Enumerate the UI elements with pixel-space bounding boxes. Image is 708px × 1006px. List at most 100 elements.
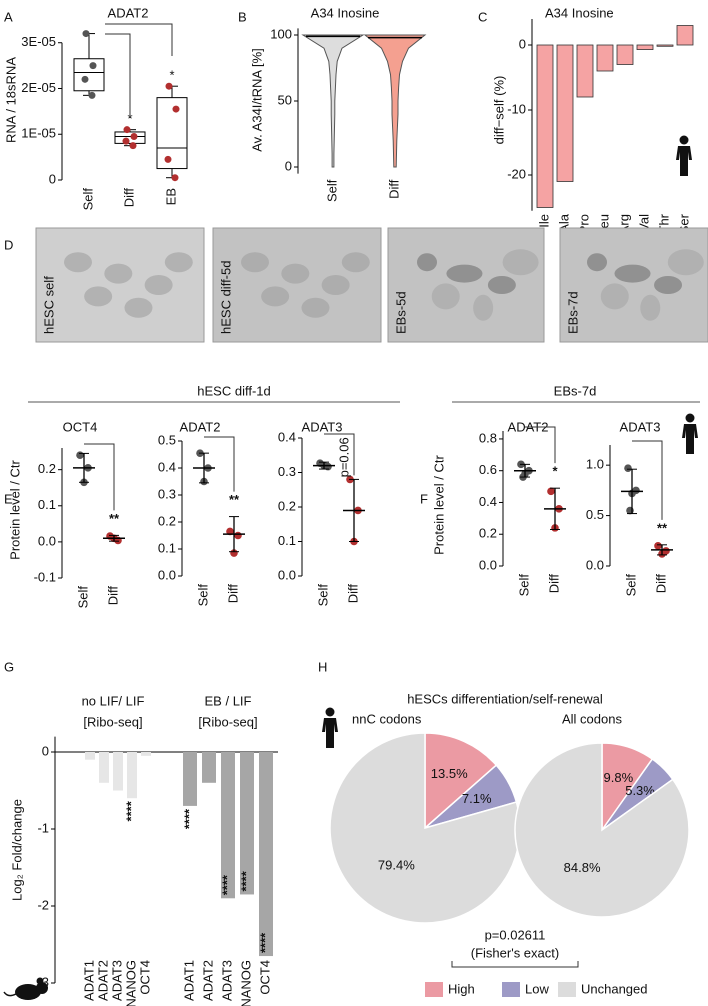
pie-slice — [514, 742, 690, 918]
point — [165, 82, 173, 90]
x-tick-label: Self — [623, 574, 638, 597]
cell-cluster — [281, 263, 310, 284]
bracket — [632, 440, 663, 520]
panel-letter: H — [318, 659, 327, 674]
cell-cluster — [301, 297, 330, 318]
y-tick-label: 2E-05 — [21, 80, 56, 95]
chart-title: A34 Inosine — [311, 5, 380, 20]
human-icon — [682, 424, 698, 454]
bar — [85, 752, 95, 760]
x-tick-label: Self — [195, 584, 210, 607]
significance: * — [127, 111, 132, 126]
micrograph — [212, 227, 382, 343]
x-tick-label: Self — [80, 188, 95, 211]
y-axis-label: diff−self (%) — [491, 76, 506, 145]
y-axis-label: Log₂ Fold/change — [9, 799, 24, 901]
y-tick-label: -20 — [507, 166, 526, 181]
y-axis-label: RNA / 18sRNA — [3, 57, 18, 143]
y-tick-label: 0.1 — [278, 533, 296, 548]
y-axis-label: Protein level / Ctr — [431, 454, 446, 554]
cell-cluster — [417, 253, 437, 272]
bar — [127, 752, 137, 799]
cell-cluster — [124, 297, 153, 318]
bar — [676, 25, 694, 46]
group-title: EB / LIF — [205, 693, 252, 708]
y-tick-label: 0.2 — [38, 461, 56, 476]
point — [654, 542, 662, 550]
point — [226, 527, 234, 536]
human-icon — [325, 707, 335, 717]
annotation: p=0.02611 — [485, 927, 546, 942]
bar — [183, 752, 197, 806]
cell-cluster — [614, 264, 651, 283]
panel-letter: E — [4, 491, 13, 506]
point — [172, 105, 180, 113]
human-icon — [322, 718, 338, 748]
x-tick-label: Diff — [345, 584, 360, 604]
y-axis-label: Protein level / Ctr — [7, 459, 22, 559]
x-tick-label: Diff — [121, 188, 136, 208]
x-tick-label: EB — [163, 188, 178, 205]
x-tick-label: Self — [315, 584, 330, 607]
point — [130, 133, 138, 141]
bracket — [525, 426, 556, 464]
x-tick-label: Diff — [386, 179, 401, 199]
panel-letter: C — [478, 9, 487, 24]
point — [123, 126, 131, 134]
subplot-title: ADAT2 — [180, 419, 221, 434]
y-tick-label: 0.4 — [278, 429, 296, 444]
bracket — [105, 33, 131, 118]
x-tick-label: ADAT2 — [200, 960, 215, 1001]
y-tick-label: -0.1 — [34, 569, 56, 584]
x-tick-label: ADAT1 — [181, 960, 196, 1001]
value-label: 7.1% — [462, 791, 492, 806]
x-tick-label: Diff — [546, 574, 561, 594]
point — [81, 75, 89, 83]
y-axis-label: Av. A34I/tRNA [%] — [249, 48, 264, 152]
bar — [259, 752, 273, 957]
image-label: EBs-7d — [565, 291, 580, 334]
cell-cluster — [600, 283, 629, 310]
bar — [141, 752, 151, 756]
annotation: (Fisher's exact) — [471, 945, 559, 960]
bar — [202, 752, 216, 783]
y-tick-label: -2 — [37, 897, 49, 912]
y-tick-label: 0.0 — [38, 533, 56, 548]
cell-cluster — [502, 249, 539, 276]
significance: **** — [238, 870, 253, 891]
x-tick-label: ADAT3 — [109, 960, 124, 1001]
bracket — [105, 23, 173, 56]
x-tick-label: ADAT1 — [81, 960, 96, 1001]
cell-cluster — [64, 252, 92, 273]
y-tick-label: 50 — [278, 92, 292, 107]
cell-cluster — [164, 252, 193, 273]
point — [122, 137, 130, 145]
y-tick-label: -10 — [507, 101, 526, 116]
y-tick-label: 0 — [285, 158, 292, 173]
micrograph — [387, 227, 545, 343]
point — [234, 531, 242, 540]
significance: ** — [657, 520, 668, 535]
panel-letter: B — [238, 9, 247, 24]
bracket — [451, 961, 579, 968]
cell-cluster — [321, 275, 350, 295]
x-tick-label: Diff — [225, 584, 240, 604]
subplot-title: ADAT3 — [302, 419, 343, 434]
pie-slice — [424, 732, 498, 830]
cell-cluster — [473, 294, 494, 321]
bar — [113, 752, 123, 791]
point — [129, 142, 137, 150]
x-tick-label: Diff — [653, 574, 668, 594]
y-tick-label: 0 — [49, 171, 56, 186]
significance: **** — [181, 808, 196, 829]
legend-label: Unchanged — [581, 981, 648, 996]
subplot-title: OCT4 — [63, 419, 98, 434]
bar — [636, 44, 654, 50]
cell-cluster — [587, 253, 607, 272]
mouse-icon — [36, 982, 48, 994]
cell-cluster — [104, 263, 133, 284]
x-tick-label: NANOG — [123, 960, 138, 1006]
y-tick-label: 0.0 — [479, 557, 497, 572]
y-tick-label: 0.2 — [479, 526, 497, 541]
image-label: EBs-5d — [393, 291, 408, 334]
